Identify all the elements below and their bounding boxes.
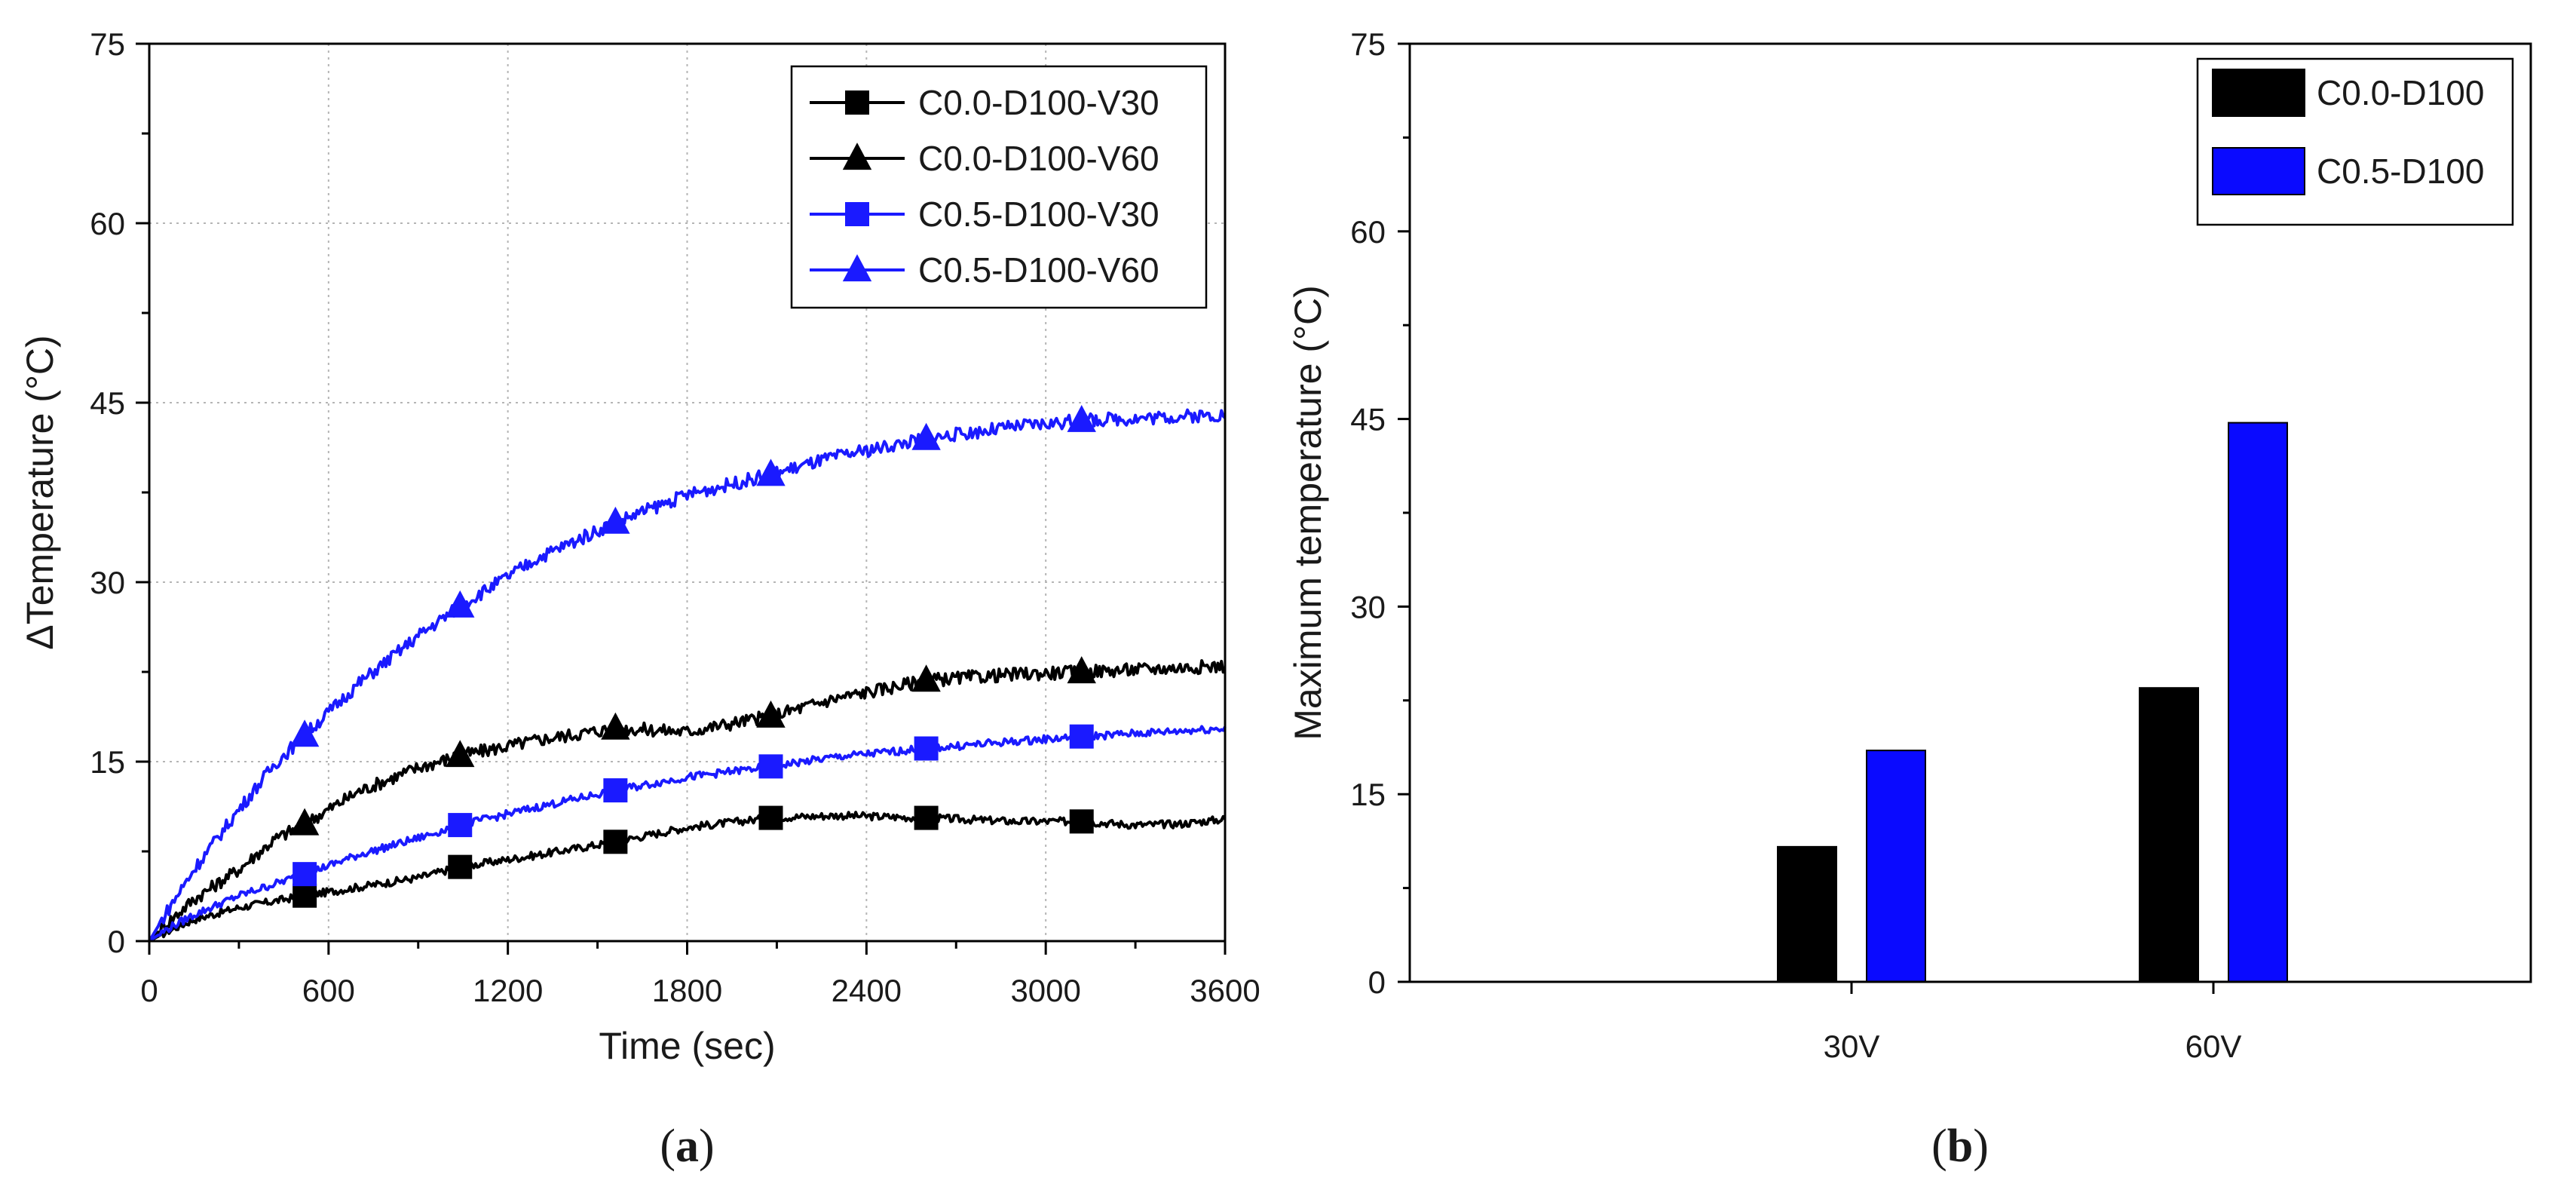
panel-a-series-line — [148, 408, 1227, 943]
panel-a-series-line — [149, 811, 1227, 943]
panel-a-data-marker — [601, 506, 630, 534]
panel-a-legend-label: C0.0-D100-V60 — [918, 139, 1159, 178]
panel-b-ticks: 0 15 30 45 60 75 30V 60V — [1350, 26, 2241, 1064]
panel-b-bars — [1777, 422, 2288, 983]
panel-b-y-tick-label: 0 — [1368, 964, 1386, 1000]
panel-a-y-tick-label: 75 — [90, 26, 125, 62]
panel-a-data-marker — [1067, 656, 1096, 684]
panel-b-legend: C0.0-D100 C0.5-D100 — [2196, 57, 2514, 226]
panel-b-x-tick-label: 30V — [1824, 1029, 1880, 1064]
panel-b-bar-chart: 0 15 30 45 60 75 30V 60V Maximum temperature (°… — [1287, 26, 2532, 1172]
panel-a-data-marker — [293, 862, 317, 887]
panel-a-data-marker — [603, 778, 628, 803]
panel-a-data-marker — [914, 805, 939, 830]
panel-b-x-tick-label: 60V — [2185, 1029, 2242, 1064]
panel-a-data-marker — [756, 458, 786, 486]
panel-a-legend-marker — [845, 90, 869, 115]
panel-a-x-tick-label: 3000 — [1010, 973, 1080, 1008]
panel-b-y-tick-label: 30 — [1350, 589, 1386, 624]
panel-a-x-tick-label: 600 — [302, 973, 355, 1008]
panel-a-markers — [289, 404, 1096, 908]
panel-a-data-marker — [601, 712, 630, 740]
panel-a-y-tick-label: 30 — [90, 565, 125, 600]
panel-a-series-line — [148, 659, 1226, 943]
panel-a-data-marker — [758, 805, 783, 830]
panel-a-data-marker — [446, 590, 475, 618]
panel-b-bar — [1866, 750, 1926, 983]
panel-a-data-marker — [914, 736, 939, 761]
panel-a-x-tick-label: 3600 — [1190, 973, 1260, 1008]
panel-b-legend-swatch — [2212, 147, 2305, 195]
panel-a-data-marker — [1069, 724, 1094, 749]
panel-a-y-axis-title: ΔTemperature (°C) — [19, 335, 61, 649]
panel-a-y-tick-label: 0 — [108, 924, 125, 959]
panel-a-legend-marker — [842, 254, 872, 282]
panel-b-legend-label: C0.5-D100 — [2317, 152, 2484, 191]
panel-a-x-tick-label: 0 — [140, 973, 158, 1008]
panel-a-data-marker — [289, 808, 320, 836]
panel-a-legend-label: C0.0-D100-V30 — [918, 83, 1159, 122]
panel-a-x-tick-label: 2400 — [832, 973, 902, 1008]
panel-b-y-tick-label: 60 — [1350, 214, 1386, 250]
panel-a-series-lines — [148, 408, 1227, 943]
panel-a-data-marker — [603, 830, 628, 854]
panel-a-series-line — [148, 725, 1227, 943]
panel-a-data-marker — [448, 813, 473, 838]
panel-a-data-marker — [756, 700, 786, 728]
panel-a-legend-marker — [845, 202, 869, 226]
panel-a-ticks: 0 600 1200 1800 2400 3000 3600 0 15 30 45 60 75 — [90, 26, 1260, 1008]
panel-b-label: (b) — [1931, 1121, 1989, 1172]
panel-b-bar — [1777, 845, 1837, 983]
panel-a-x-axis-title: Time (sec) — [599, 1025, 775, 1067]
panel-a-line-chart: 0 600 1200 1800 2400 3000 3600 0 15 30 45 60 75 Time… — [19, 26, 1260, 1172]
panel-a-legend-label: C0.5-D100-V30 — [918, 195, 1159, 234]
panel-a-data-marker — [1067, 404, 1096, 432]
panel-b-y-tick-label: 75 — [1350, 26, 1386, 62]
panel-a-data-marker — [911, 664, 941, 692]
panel-b-legend-label: C0.0-D100 — [2317, 73, 2484, 112]
panel-a-data-marker — [1069, 809, 1094, 834]
panel-a-y-tick-label: 15 — [90, 744, 125, 780]
panel-a-data-marker — [446, 740, 475, 768]
panel-a-data-marker — [448, 854, 473, 879]
panel-a-label: (a) — [660, 1121, 714, 1172]
panel-a-data-marker — [293, 883, 317, 908]
panel-a-data-marker — [758, 754, 783, 779]
panel-a-legend-marker — [842, 143, 872, 170]
panel-a-x-tick-label: 1800 — [652, 973, 722, 1008]
panel-a-legend-label: C0.5-D100-V60 — [918, 250, 1159, 290]
panel-b-legend-swatch — [2212, 69, 2305, 117]
panel-b-bar — [2139, 687, 2199, 983]
panel-a-x-tick-label: 1200 — [473, 973, 543, 1008]
panel-b-y-axis-title: Maximum temperature (°C) — [1287, 285, 1329, 740]
panel-b-bar — [2228, 422, 2288, 983]
panel-a-data-marker — [911, 422, 941, 450]
panel-a-legend: C0.0-D100-V30 C0.0-D100-V60 C0.5-D100-V30 C… — [790, 65, 1208, 309]
panel-a-y-tick-label: 60 — [90, 206, 125, 241]
panel-b-y-tick-label: 45 — [1350, 402, 1386, 437]
panel-b-y-tick-label: 15 — [1350, 777, 1386, 812]
panel-a-y-tick-label: 45 — [90, 385, 125, 421]
panel-a-data-marker — [289, 719, 320, 747]
